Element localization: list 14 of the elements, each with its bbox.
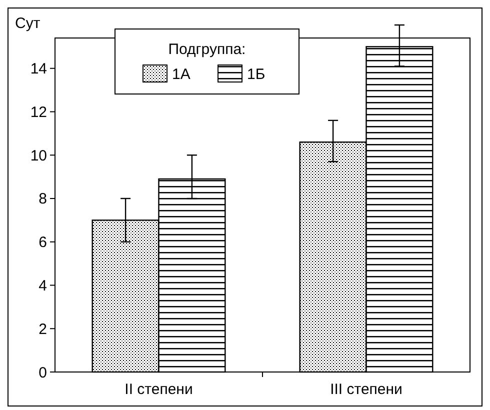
y-tick-label: 2 [38,320,47,338]
y-tick-label: 12 [30,104,47,121]
y-tick-label: 10 [30,147,47,164]
y-tick-label: 4 [38,277,47,294]
y-tick-label: 14 [30,60,47,78]
y-tick-label: 8 [38,190,47,208]
y-tick-label: 6 [38,234,47,252]
x-tick-label: II степени [124,381,193,398]
y-axis-title: Сут [15,15,40,32]
y-tick-label: 0 [38,364,47,382]
legend-title: Подгруппа: [168,41,246,58]
legend-label: 1Б [247,66,266,83]
legend-label: 1А [172,66,190,83]
x-tick-label: III степени [330,381,402,398]
